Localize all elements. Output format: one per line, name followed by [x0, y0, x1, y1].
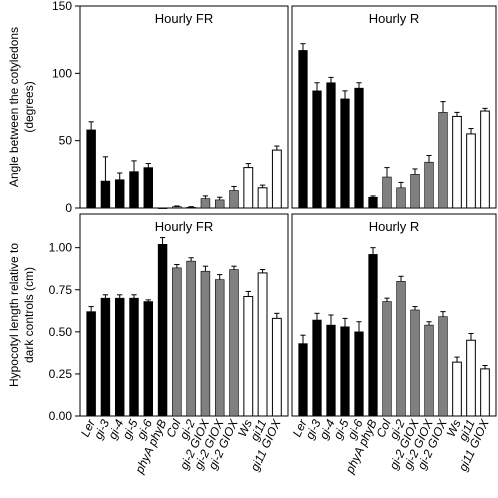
bar-5: [354, 87, 364, 209]
bar-12: [452, 361, 462, 417]
panel-title: Hourly FR: [155, 11, 214, 26]
bar-7: [382, 176, 392, 209]
bar-8: [396, 187, 406, 209]
bar-13: [257, 272, 268, 417]
panel-frame: [79, 5, 289, 209]
bar-6: [368, 254, 378, 417]
bar-3: [114, 179, 125, 209]
panel-title: Hourly R: [369, 219, 420, 234]
bar-10: [424, 161, 434, 209]
y-tick-label: 100: [52, 66, 72, 80]
bar-12: [243, 167, 254, 209]
panel-frame: [79, 213, 289, 417]
x-tick-label: Ws: [235, 417, 255, 439]
bar-4: [340, 98, 350, 209]
bar-3: [326, 324, 336, 417]
panel-3: Hourly FR 0.00 0.25 0.50 0.75 1.00 Hypocotyl l…: [7, 213, 289, 476]
bar-12: [243, 295, 254, 417]
bar-9: [410, 309, 420, 417]
bar-3: [326, 82, 336, 209]
panel-title: Hourly FR: [155, 219, 214, 234]
bar-1: [86, 129, 96, 209]
bar-6: [368, 196, 378, 209]
bar-13: [466, 133, 476, 209]
bar-8: [186, 260, 196, 417]
y-tick-label: 0: [65, 201, 72, 215]
bar-9: [410, 174, 420, 209]
bar-1: [298, 50, 308, 209]
bar-10: [424, 324, 434, 417]
bar-4: [340, 326, 350, 417]
bar-6: [157, 207, 168, 209]
bar-7: [172, 267, 182, 417]
bar-2: [100, 297, 111, 417]
panel-title: Hourly R: [369, 11, 420, 26]
bar-6: [157, 244, 168, 417]
x-tick-label: Ws: [444, 417, 464, 439]
bar-12: [452, 115, 462, 209]
y-axis-label: Hypocotyl length relative todark control…: [7, 243, 36, 387]
y-axis-label-line: dark controls (cm): [22, 267, 36, 363]
bar-8: [396, 281, 406, 417]
bar-14: [480, 110, 490, 209]
bar-4: [129, 297, 139, 417]
bar-10: [214, 199, 225, 209]
bar-4: [129, 171, 139, 209]
bar-3: [114, 297, 125, 417]
panel-2: Hourly R: [291, 5, 497, 209]
y-axis-label-line: Hypocotyl length relative to: [7, 243, 21, 387]
bar-5: [143, 301, 154, 417]
bar-14: [271, 149, 282, 209]
bar-2: [312, 90, 322, 209]
bar-11: [438, 112, 448, 209]
bar-14: [480, 368, 490, 417]
bar-10: [214, 279, 225, 417]
bar-1: [86, 311, 96, 417]
bar-13: [257, 187, 268, 209]
bar-11: [229, 190, 239, 209]
bar-14: [271, 317, 282, 417]
y-axis-label-line: Angle between the cotyledons: [7, 27, 21, 187]
bar-2: [100, 180, 111, 209]
bar-2: [312, 319, 322, 417]
panel-frame: [291, 213, 497, 417]
bar-13: [466, 339, 476, 417]
y-axis-label: Angle between the cotyledons(degrees): [7, 27, 36, 187]
panel-frame: [291, 5, 497, 209]
y-tick-label: 0.25: [49, 367, 73, 381]
y-tick-label: 0.75: [49, 283, 73, 297]
bar-1: [298, 343, 308, 417]
y-tick-label: 0.50: [49, 325, 73, 339]
bar-5: [354, 331, 364, 417]
bar-7: [172, 206, 182, 209]
y-tick-label: 0.00: [49, 409, 73, 423]
bar-9: [200, 198, 211, 209]
bar-9: [200, 270, 211, 417]
bar-7: [382, 301, 392, 417]
bar-11: [229, 269, 239, 417]
panel-1: Hourly FR 0 50 100 150 Angle between the coty…: [7, 0, 289, 215]
y-tick-label: 50: [59, 134, 73, 148]
y-tick-label: 150: [52, 0, 72, 13]
bar-8: [186, 207, 196, 209]
bar-11: [438, 316, 448, 417]
bar-5: [143, 167, 154, 209]
y-tick-label: 1.00: [49, 241, 73, 255]
y-axis-label-line: (degrees): [22, 81, 36, 132]
